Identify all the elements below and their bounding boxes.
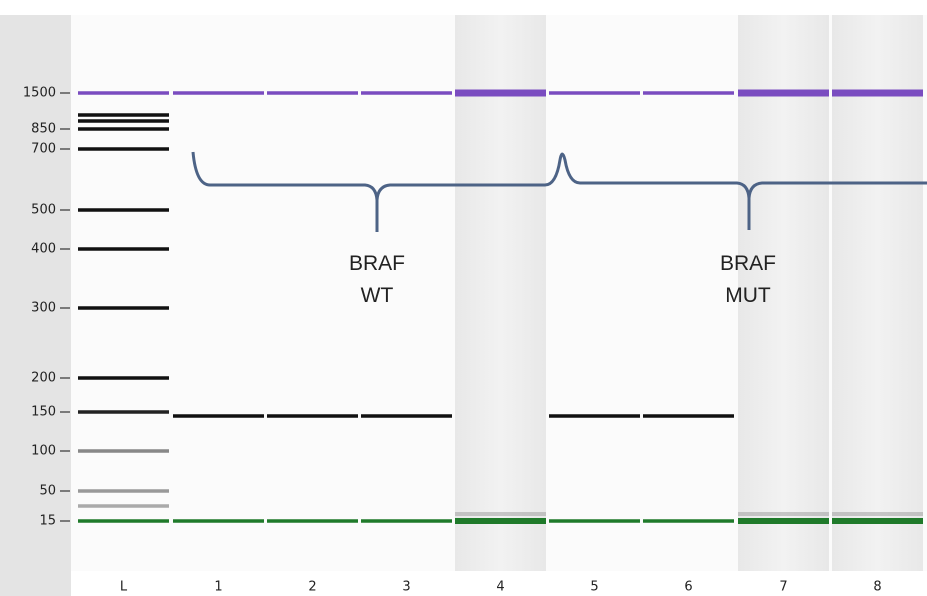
- band: [173, 414, 264, 418]
- gel-image: 1500 850 700 500 400 300 200 150 100 50 15 L 1 2 3 4 5 6 7…: [0, 0, 927, 596]
- band: [78, 208, 169, 212]
- band: [78, 247, 169, 251]
- band: [78, 376, 169, 380]
- band: [78, 489, 169, 493]
- band: [455, 518, 546, 524]
- band: [549, 519, 640, 523]
- size-label: 850: [31, 122, 56, 137]
- band: [78, 504, 169, 508]
- size-label: 15: [39, 514, 56, 529]
- size-label: 400: [31, 242, 56, 257]
- band: [78, 113, 169, 117]
- lane-label: 8: [873, 580, 881, 595]
- lane-label: 6: [684, 580, 692, 595]
- lane-label: 7: [779, 580, 787, 595]
- lane-background: [455, 15, 546, 571]
- size-label: 100: [31, 444, 56, 459]
- band: [549, 414, 640, 418]
- band: [832, 518, 923, 524]
- band: [78, 519, 169, 523]
- size-label: 500: [31, 203, 56, 218]
- band: [643, 414, 734, 418]
- band: [173, 91, 264, 95]
- band: [78, 449, 169, 453]
- band: [738, 512, 829, 516]
- lane-label: L: [120, 580, 128, 595]
- band: [361, 519, 452, 523]
- band: [267, 414, 358, 418]
- band: [832, 512, 923, 516]
- annotation: BRAF: [349, 252, 405, 275]
- annotation: BRAF: [720, 252, 776, 275]
- band: [78, 127, 169, 131]
- band: [361, 414, 452, 418]
- band: [832, 90, 923, 97]
- band: [78, 306, 169, 310]
- band: [361, 91, 452, 95]
- size-label: 150: [31, 405, 56, 420]
- annotation: WT: [361, 284, 394, 307]
- lane-label: 1: [214, 580, 222, 595]
- lane-label: 3: [402, 580, 410, 595]
- band: [78, 119, 169, 123]
- band: [455, 90, 546, 97]
- band: [173, 519, 264, 523]
- size-label: 50: [39, 484, 56, 499]
- band: [549, 91, 640, 95]
- lane-label: 4: [496, 580, 504, 595]
- size-label: 300: [31, 301, 56, 316]
- band: [267, 91, 358, 95]
- size-label: 700: [31, 142, 56, 157]
- band: [643, 91, 734, 95]
- lane-background: [832, 15, 923, 571]
- size-label: 1500: [23, 86, 56, 101]
- band: [738, 518, 829, 524]
- size-label: 200: [31, 371, 56, 386]
- band: [455, 512, 546, 516]
- band: [78, 147, 169, 151]
- lane-label: 2: [308, 580, 316, 595]
- band: [78, 91, 169, 95]
- lane-label: 5: [590, 580, 598, 595]
- band: [267, 519, 358, 523]
- band: [738, 90, 829, 97]
- band: [78, 410, 169, 414]
- annotation: MUT: [725, 284, 771, 307]
- band: [643, 519, 734, 523]
